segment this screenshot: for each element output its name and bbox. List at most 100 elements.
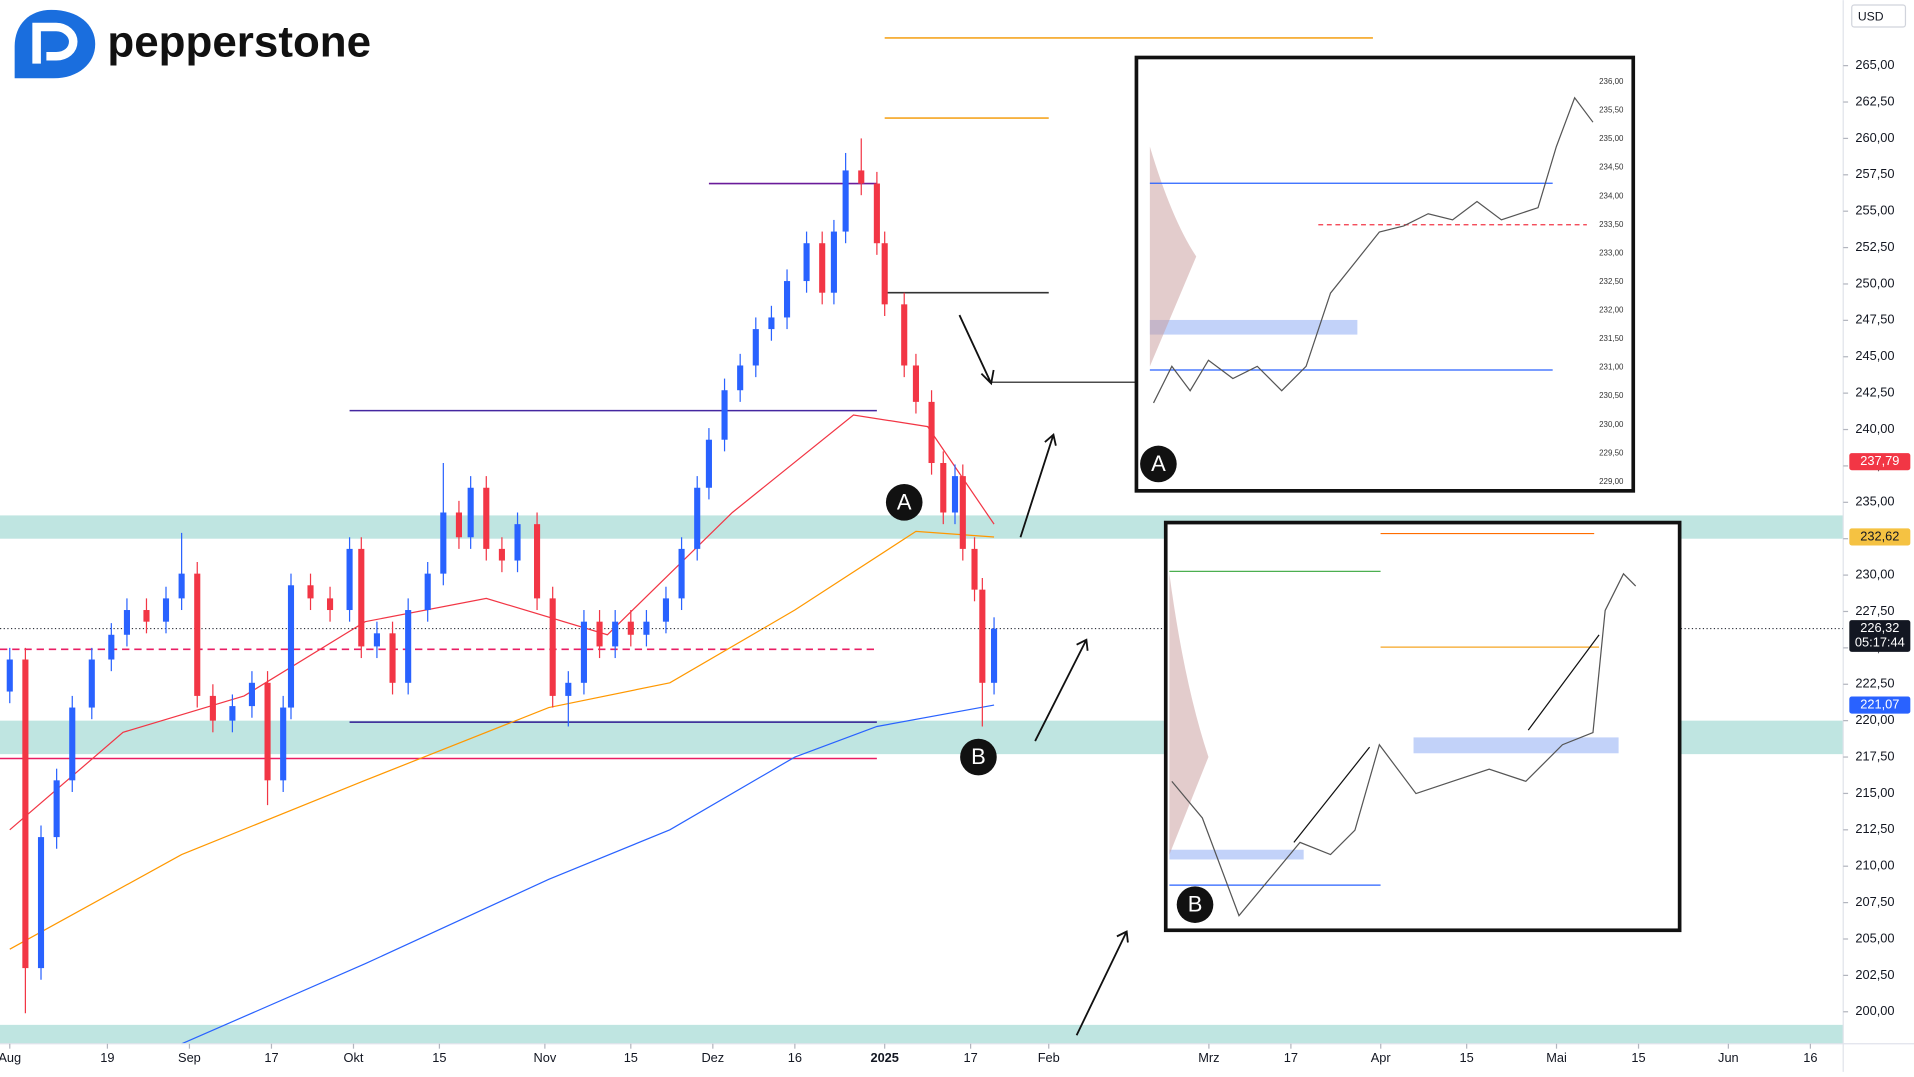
- candle-body: [940, 463, 947, 513]
- logo: pepperstone: [14, 9, 371, 79]
- inset-tick-label: 231,50: [1599, 334, 1624, 343]
- moving-average: [9, 530, 995, 950]
- candle-body: [498, 548, 505, 561]
- candle-body: [37, 837, 45, 969]
- inset-tick-label: 229,00: [1599, 477, 1624, 486]
- arrow: [1075, 930, 1129, 1036]
- inset-tick-label: 229,50: [1599, 448, 1624, 457]
- inset-profile: [1149, 146, 1197, 367]
- inset-frame: [1163, 520, 1682, 933]
- candle-body: [123, 610, 130, 635]
- y-tick-label: 202,50: [1855, 967, 1894, 982]
- candle-body: [928, 401, 935, 464]
- x-tick-label: 16: [1803, 1050, 1817, 1065]
- candle-body: [69, 707, 76, 781]
- price-tag-label: 232,62: [1860, 528, 1899, 543]
- candle-body: [440, 512, 447, 574]
- currency[interactable]: USD: [1858, 9, 1884, 23]
- candle-body: [178, 573, 185, 599]
- candle-body: [483, 487, 490, 549]
- candle-body: [643, 621, 650, 635]
- inset: B: [1163, 520, 1682, 933]
- candle-body: [389, 633, 396, 683]
- x-tick-label: Mrz: [1198, 1050, 1219, 1065]
- inset-tick-label: 232,00: [1599, 306, 1624, 315]
- price-tag: [1849, 453, 1911, 471]
- currency-box[interactable]: [1851, 4, 1907, 28]
- marker-label: B: [971, 744, 986, 769]
- candle-body: [979, 589, 986, 683]
- x-tick-label: 16: [788, 1050, 802, 1065]
- x-tick-label: Dez: [701, 1050, 724, 1065]
- y-tick-label: 227,50: [1855, 603, 1894, 618]
- candle-body: [803, 243, 810, 282]
- candle-body: [951, 476, 959, 513]
- candle-body: [580, 621, 587, 683]
- candle-body: [287, 585, 295, 708]
- inset-tick-label: 230,00: [1599, 420, 1624, 429]
- marker-badge: [885, 484, 923, 521]
- candle-body: [819, 243, 826, 293]
- candle-body: [721, 390, 728, 440]
- logo-p: [32, 22, 78, 64]
- y-tick-label: 245,00: [1855, 348, 1894, 363]
- candle-body: [53, 780, 60, 838]
- x-tick-label: 15: [1460, 1050, 1474, 1065]
- candle-body: [737, 365, 744, 391]
- x-tick-label: 17: [964, 1050, 978, 1065]
- x-tick-label: Jun: [1718, 1050, 1739, 1065]
- candle-body: [991, 628, 998, 683]
- y-tick-label: 247,50: [1855, 312, 1894, 327]
- candle-body: [162, 598, 170, 622]
- y-tick-label: 255,00: [1855, 203, 1894, 218]
- inset-price: [1152, 96, 1594, 404]
- inset-price: [1171, 572, 1637, 917]
- candle-body: [467, 487, 474, 538]
- candle-body: [565, 682, 572, 696]
- x-tick-label: Feb: [1038, 1050, 1060, 1065]
- candle-body: [209, 695, 216, 721]
- y-tick-label: 200,00: [1855, 1003, 1894, 1018]
- y-tick-label: 257,50: [1855, 166, 1894, 181]
- x-tick-label: Aug: [0, 1050, 21, 1065]
- inset-zone: [1413, 737, 1619, 754]
- candle-body: [830, 231, 837, 293]
- candle-body: [549, 598, 556, 696]
- candle-body: [6, 659, 13, 692]
- candle-body: [881, 243, 888, 305]
- candle-body: [959, 476, 966, 549]
- candle-body: [873, 183, 880, 244]
- x-tick-label: 15: [624, 1050, 638, 1065]
- y-tick-label: 205,00: [1855, 930, 1894, 945]
- inset-profile: [1169, 573, 1209, 855]
- inset-tick-label: 235,00: [1599, 134, 1624, 143]
- candle-body: [88, 659, 95, 708]
- inset-badge: [1176, 886, 1214, 923]
- candle-body: [373, 633, 380, 647]
- y-tick-label: 215,00: [1855, 785, 1894, 800]
- y-tick-label: 217,50: [1855, 748, 1894, 763]
- arrow: [958, 314, 995, 386]
- candle-body: [783, 281, 791, 318]
- inset-tick-label: 233,00: [1599, 248, 1624, 257]
- candle-body: [901, 304, 908, 366]
- inset-frame: [1134, 55, 1636, 493]
- inset-zone: [1169, 849, 1304, 860]
- inset-tick-label: 234,00: [1599, 191, 1624, 200]
- logo-mark: [14, 9, 96, 79]
- candle-body: [705, 439, 712, 488]
- candle-body: [264, 682, 271, 781]
- inset-badge: [1140, 445, 1177, 483]
- y-tick-label: 212,50: [1855, 821, 1894, 836]
- x-tick-label: 15: [1631, 1050, 1645, 1065]
- inset: A 236,00 235,50 235,00 234,50 234,00 233,50 23…: [1134, 55, 1636, 493]
- inset-zone: [1149, 319, 1358, 335]
- y-tick-label: 230,00: [1855, 566, 1894, 581]
- price-tag-label: 237,79: [1860, 453, 1899, 468]
- price-tag-label: 221,07: [1860, 696, 1899, 711]
- arrow: [1019, 432, 1057, 538]
- y-tick-label: 262,50: [1855, 93, 1894, 108]
- arrows: [958, 314, 1137, 1036]
- inset-tick-label: 235,50: [1599, 106, 1624, 115]
- candle-body: [971, 548, 978, 590]
